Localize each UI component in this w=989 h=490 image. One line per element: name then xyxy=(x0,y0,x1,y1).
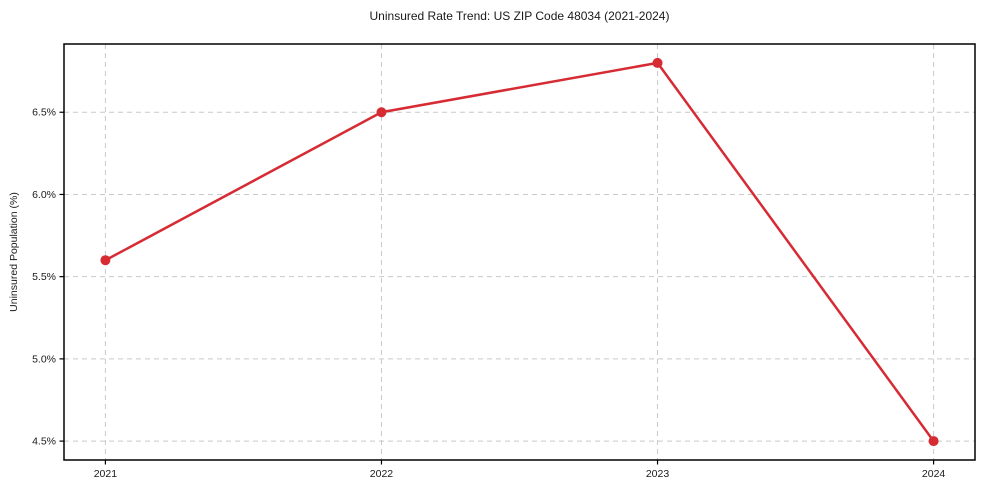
chart-title: Uninsured Rate Trend: US ZIP Code 48034 … xyxy=(369,9,670,23)
plot-border xyxy=(63,43,976,461)
y-tick-label: 5.0% xyxy=(32,353,56,365)
data-point-marker xyxy=(928,436,939,447)
y-tick-label: 6.5% xyxy=(32,107,56,119)
data-point-marker xyxy=(376,107,387,118)
data-point-marker xyxy=(100,255,111,266)
data-point-marker xyxy=(652,57,663,68)
x-tick-label: 2021 xyxy=(94,468,118,480)
y-tick-label: 5.5% xyxy=(32,271,56,283)
y-tick-label: 6.0% xyxy=(32,189,56,201)
x-tick-label: 2024 xyxy=(922,468,946,480)
x-tick-label: 2023 xyxy=(646,468,670,480)
x-tick-label: 2022 xyxy=(370,468,394,480)
trend-line xyxy=(104,61,935,443)
y-tick-label: 4.5% xyxy=(32,436,56,448)
